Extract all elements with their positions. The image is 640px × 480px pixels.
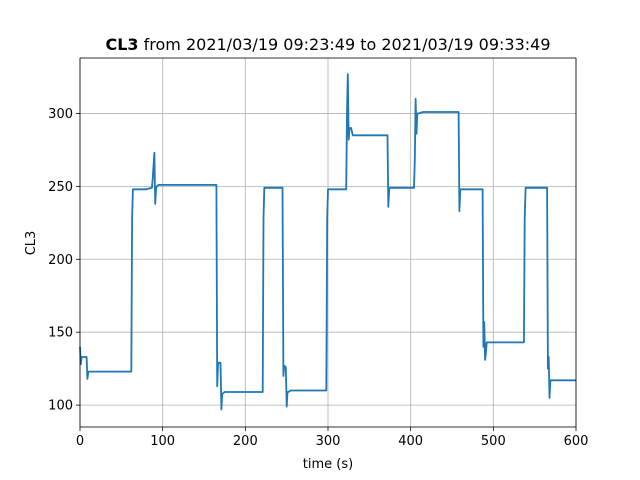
y-tick-label: 300	[48, 107, 73, 122]
chart-title-bold: CL3	[105, 35, 138, 54]
y-tick-label: 100	[48, 399, 73, 414]
x-tick-label: 600	[564, 434, 589, 449]
chart-title: CL3 from 2021/03/19 09:23:49 to 2021/03/…	[105, 35, 550, 54]
x-tick-label: 500	[481, 434, 506, 449]
series-layer	[79, 73, 576, 411]
x-tick-label: 0	[76, 434, 84, 449]
series-line-0	[79, 73, 576, 411]
y-tick-label: 150	[48, 326, 73, 341]
x-tick-label: 100	[150, 434, 175, 449]
x-tick-label: 300	[316, 434, 341, 449]
y-axis-label: CL3	[24, 231, 39, 256]
chart-title-rest: from 2021/03/19 09:23:49 to 2021/03/19 0…	[139, 35, 551, 54]
x-tick-label: 400	[398, 434, 423, 449]
x-axis-ticks: 0 100 200 300 400 500 600	[76, 427, 589, 449]
y-axis-ticks: 100 150 200 250 300	[48, 107, 80, 414]
x-tick-label: 200	[233, 434, 258, 449]
x-axis-label: time (s)	[303, 457, 353, 472]
y-tick-label: 250	[48, 180, 73, 195]
y-tick-label: 200	[48, 253, 73, 268]
